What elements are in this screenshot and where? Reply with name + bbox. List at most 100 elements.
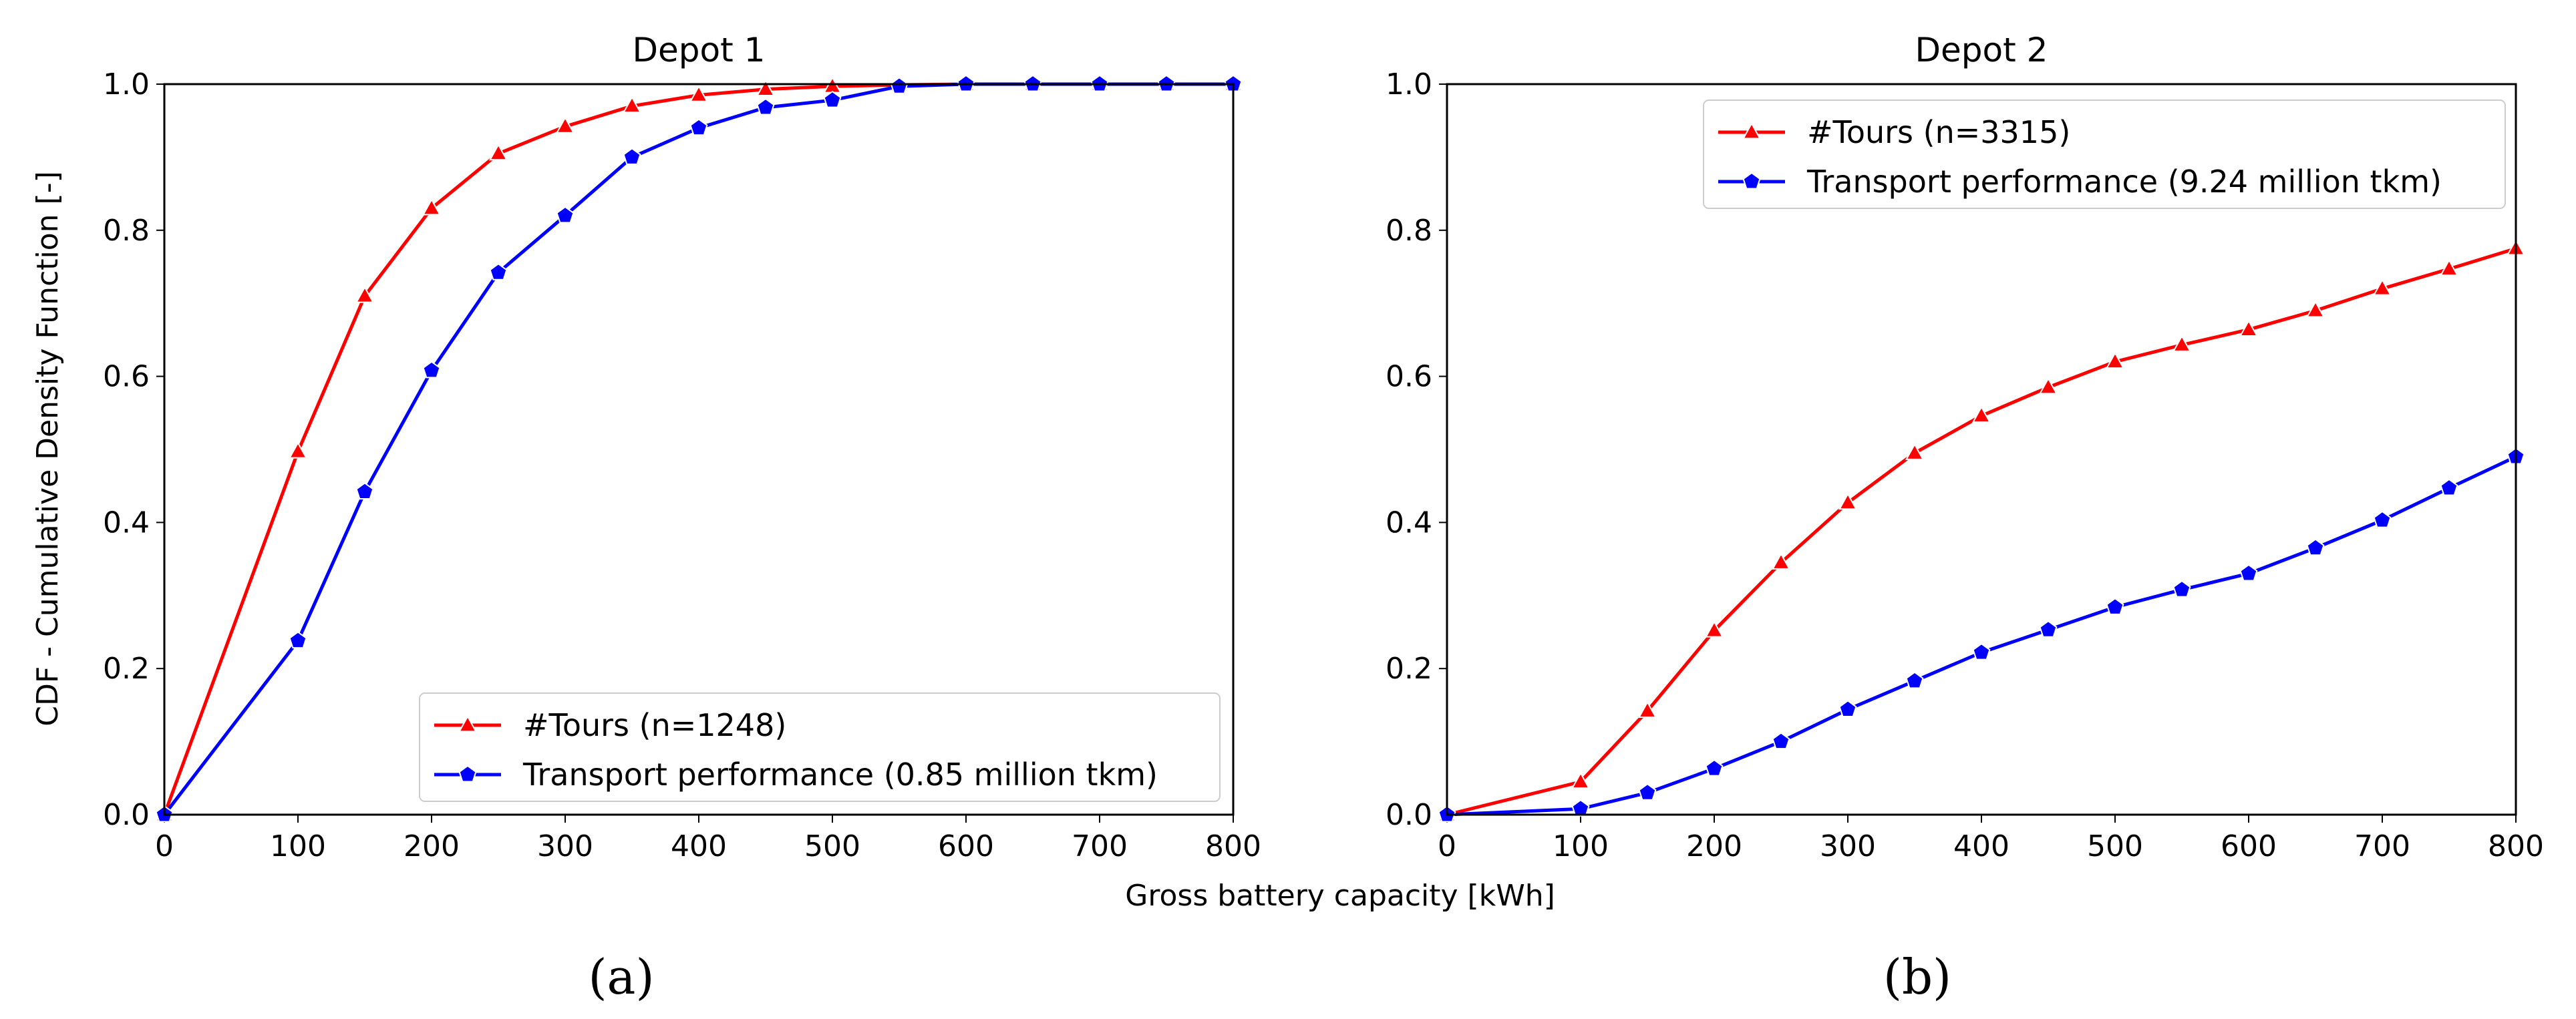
data-point — [1838, 700, 1857, 717]
y-tick-label: 0.6 — [103, 360, 150, 394]
chart-title: Depot 1 — [633, 31, 766, 69]
chart-panel-1: Depot 1 0 100 200 300 400 500 600 700 800 0.0 0.2 0.… — [103, 31, 1261, 863]
legend-marker-1 — [458, 715, 478, 733]
x-tick-label: 600 — [2221, 829, 2277, 863]
data-point — [1571, 771, 1591, 789]
data-point — [1971, 405, 1991, 423]
y-tick-label: 0.6 — [1386, 360, 1432, 394]
panel-a-tag: (a) — [588, 949, 654, 1005]
data-point — [823, 90, 842, 108]
data-point — [2440, 478, 2458, 496]
series-line-2 — [1446, 455, 2517, 817]
y-tick-label: 1.0 — [1386, 67, 1432, 101]
legend: #Tours (n=3315) Transport performance (9.… — [1703, 99, 2506, 209]
data-point — [1637, 700, 1657, 719]
legend-label-2: Transport performance (9.24 million tkm) — [1806, 164, 2442, 200]
x-tick-label: 100 — [270, 829, 326, 863]
data-point — [422, 198, 442, 216]
data-point — [890, 77, 909, 94]
plot-frame — [163, 83, 1235, 816]
legend-marker-1 — [1742, 122, 1762, 140]
x-tick-label: 700 — [2354, 829, 2410, 863]
data-point — [489, 263, 508, 280]
data-point — [1905, 443, 1925, 460]
y-tick-label: 0.4 — [1386, 505, 1432, 540]
data-point — [2105, 351, 2125, 369]
data-point — [756, 97, 775, 116]
shared-x-axis-label: Gross battery capacity [kWh] — [1125, 879, 1555, 913]
data-point — [355, 286, 375, 303]
data-point — [2239, 319, 2259, 337]
x-tick-label: 400 — [671, 829, 727, 863]
chart-panel-2: Depot 2 0 100 200 300 400 500 600 700 800 0.0 0.2 0.… — [1386, 31, 2544, 863]
y-tick-label: 0.2 — [1386, 652, 1432, 686]
data-point — [2038, 377, 2058, 395]
data-point — [422, 361, 441, 379]
series-line-1 — [1446, 246, 2517, 817]
x-tick-label: 500 — [2087, 829, 2143, 863]
data-point — [556, 206, 575, 224]
x-tick-label: 100 — [1553, 829, 1609, 863]
y-tick-label: 0.2 — [103, 652, 150, 686]
legend-label-1: #Tours (n=3315) — [1807, 114, 2070, 150]
x-tick-label: 800 — [2488, 829, 2544, 863]
x-tick-label: 800 — [1205, 829, 1261, 863]
x-tick-label: 300 — [1820, 829, 1876, 863]
x-tick-label: 400 — [1953, 829, 2009, 863]
y-tick-label: 0.8 — [1386, 214, 1432, 248]
data-point — [288, 441, 308, 459]
x-tick-label: 300 — [537, 829, 593, 863]
data-point — [1972, 642, 1991, 660]
data-point — [1905, 671, 1924, 689]
plot-frame — [1446, 83, 2517, 816]
y-tick-label: 0.8 — [103, 214, 150, 248]
x-tick-label: 200 — [404, 829, 460, 863]
legend-marker-2 — [458, 765, 477, 783]
data-point — [289, 631, 307, 649]
y-tick-label: 0.0 — [103, 798, 150, 832]
chart-title: Depot 2 — [1915, 31, 2048, 69]
data-point — [2172, 580, 2191, 598]
legend-box — [419, 692, 1221, 802]
x-tick-label: 700 — [1072, 829, 1128, 863]
legend-marker-2 — [1742, 172, 1761, 190]
data-point — [1638, 783, 1657, 801]
legend-box — [1703, 99, 2506, 209]
data-point — [1704, 620, 1724, 638]
data-point — [2239, 564, 2258, 582]
shared-y-axis-label: CDF - Cumulative Density Function [-] — [31, 171, 65, 727]
data-point — [1771, 552, 1791, 570]
legend-label-1: #Tours (n=1248) — [523, 707, 786, 743]
data-point — [2172, 335, 2192, 352]
data-point — [1838, 492, 1858, 510]
data-point — [2439, 258, 2459, 276]
legend-label-2: Transport performance (0.85 million tkm) — [522, 757, 1158, 793]
data-point — [2106, 598, 2124, 615]
data-point — [488, 143, 508, 161]
x-tick-label: 500 — [804, 829, 860, 863]
data-point — [622, 95, 642, 114]
x-tick-label: 0 — [155, 829, 174, 863]
legend: #Tours (n=1248) Transport performance (0.… — [419, 692, 1221, 802]
data-point — [689, 85, 709, 102]
data-point — [555, 116, 575, 134]
data-point — [2306, 538, 2325, 556]
y-tick-label: 1.0 — [103, 67, 150, 101]
data-point — [355, 482, 374, 499]
data-point — [1571, 799, 1590, 817]
x-tick-label: 600 — [938, 829, 994, 863]
x-tick-label: 200 — [1686, 829, 1742, 863]
x-tick-label: 0 — [1438, 829, 1456, 863]
y-tick-label: 0.4 — [103, 505, 150, 540]
data-point — [2305, 300, 2325, 318]
y-tick-label: 0.0 — [1386, 798, 1432, 832]
data-point — [756, 79, 776, 97]
data-point — [2373, 510, 2392, 528]
data-point — [689, 118, 708, 136]
data-point — [623, 148, 641, 165]
data-point — [1705, 759, 1724, 777]
data-point — [1772, 732, 1790, 750]
panel-b-tag: (b) — [1883, 949, 1951, 1005]
data-point — [2372, 278, 2392, 296]
